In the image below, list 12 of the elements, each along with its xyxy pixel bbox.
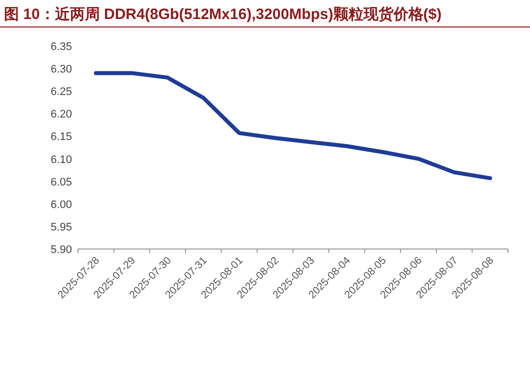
y-tick-label: 5.95 [50, 221, 72, 234]
y-tick-label: 6.05 [50, 176, 72, 188]
y-tick-label: 6.35 [50, 41, 72, 53]
line-series [94, 71, 492, 180]
y-tick-label: 6.15 [50, 131, 72, 144]
title: 图 10：近两周 DDR4(8Gb(512Mx16),3200Mbps)颗粒现货价格($) [4, 6, 442, 23]
y-tick-label: 6.10 [50, 154, 72, 166]
y-tick-label: 6.25 [50, 86, 72, 98]
y-tick-label: 6.30 [50, 64, 72, 76]
y-tick-label: 5.90 [50, 244, 72, 256]
y-tick-label: 6.00 [50, 198, 72, 211]
y-tick-label: 6.20 [50, 108, 72, 121]
